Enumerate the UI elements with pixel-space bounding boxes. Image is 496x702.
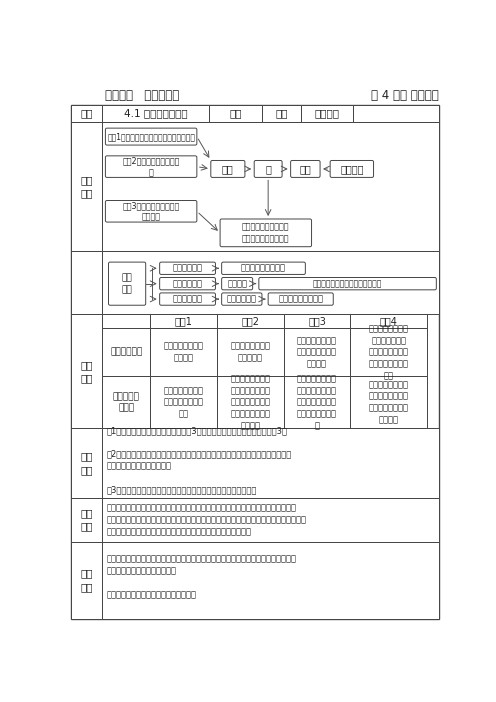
- Text: 物质: 物质: [300, 164, 311, 174]
- FancyBboxPatch shape: [105, 156, 197, 178]
- Bar: [284, 329, 350, 376]
- Bar: [71, 314, 102, 428]
- Text: 学生能在教师辅导
下关注他人观点并
进行回应，但不能
形成往复式评价交
流: 学生能在教师辅导 下关注他人观点并 进行回应，但不能 形成往复式评价交 流: [297, 374, 337, 430]
- Text: 物态变化与温度有关: 物态变化与温度有关: [241, 264, 286, 273]
- Bar: [217, 314, 284, 329]
- Text: 运用科学的方法观察水的形态变化: 运用科学的方法观察水的形态变化: [313, 279, 382, 288]
- Text: 课堂互动的
自发性: 课堂互动的 自发性: [113, 392, 140, 413]
- Bar: [102, 122, 439, 251]
- Bar: [284, 314, 350, 329]
- Text: 以对自然现象的描
述为解释: 以对自然现象的描 述为解释: [164, 342, 204, 363]
- Text: 所给的解释为建立
在证据的基础上的
合理想象: 所给的解释为建立 在证据的基础上的 合理想象: [297, 336, 337, 369]
- Bar: [353, 105, 439, 122]
- Text: 内容
分析: 内容 分析: [80, 175, 93, 198]
- FancyBboxPatch shape: [268, 293, 333, 305]
- Bar: [284, 376, 350, 428]
- Bar: [350, 329, 427, 376]
- Text: 学生会在教师辅助
下参与教师发起的
讨论，表达自己的
观点，但不回应他
人的观点: 学生会在教师辅助 下参与教师发起的 讨论，表达自己的 观点，但不回应他 人的观点: [230, 374, 270, 430]
- Bar: [102, 376, 150, 428]
- Text: 水平2: 水平2: [242, 317, 259, 326]
- Text: 活动1：我预测：水的物态变化与温度有关: 活动1：我预测：水的物态变化与温度有关: [107, 132, 195, 141]
- Bar: [71, 251, 102, 314]
- Bar: [102, 498, 439, 542]
- Text: 运用加热的方法知道水
的物态变化与温度有关: 运用加热的方法知道水 的物态变化与温度有关: [242, 223, 290, 244]
- Text: 4.1 温度与水的变化: 4.1 温度与水的变化: [124, 109, 187, 119]
- Bar: [262, 105, 301, 122]
- FancyBboxPatch shape: [160, 262, 215, 274]
- Text: （1）高段学生解释建构能力处于水平3，学生课堂互动自发性初步处于水平3；

（2）对于物态变化与温度有关，高段学生有一定的迷惑，更对于加热水造成物态变
化，并没: （1）高段学生解释建构能力处于水平3，学生课堂互动自发性初步处于水平3； （2）…: [107, 426, 292, 494]
- FancyBboxPatch shape: [291, 161, 320, 178]
- Bar: [350, 314, 427, 329]
- Text: 物质
世界: 物质 世界: [122, 273, 132, 294]
- FancyBboxPatch shape: [254, 161, 282, 178]
- Text: 小学科学   五年级下册: 小学科学 五年级下册: [105, 88, 179, 102]
- Text: 解释建构能力: 解释建构能力: [110, 347, 142, 357]
- Bar: [301, 105, 353, 122]
- Text: 通过持续加热和停止加热，记录水沸腾后的温度变化和形态变化，用证据来检验自己的
假设；与同学交流探究的过程与结论。能够基于所学的知识对研究问题做出假设，说明假设
: 通过持续加热和停止加热，记录水沸腾后的温度变化和形态变化，用证据来检验自己的 假…: [107, 503, 307, 536]
- FancyBboxPatch shape: [105, 201, 197, 222]
- Text: 第 4 单元 主题：热: 第 4 单元 主题：热: [371, 88, 438, 102]
- Text: 活动3：我探究：水的形态
变化实验: 活动3：我探究：水的形态 变化实验: [123, 201, 180, 222]
- Text: 所给的解释为不合
理由的猜测: 所给的解释为不合 理由的猜测: [230, 342, 270, 363]
- Text: 学生
分析: 学生 分析: [80, 451, 93, 475]
- Bar: [150, 376, 217, 428]
- Text: 科学知识目标: 科学知识目标: [173, 264, 202, 273]
- Bar: [102, 542, 439, 618]
- Text: 水: 水: [265, 164, 271, 174]
- Bar: [102, 329, 150, 376]
- FancyBboxPatch shape: [259, 277, 436, 290]
- Bar: [217, 329, 284, 376]
- Bar: [102, 428, 439, 498]
- Bar: [71, 105, 102, 122]
- FancyBboxPatch shape: [222, 262, 306, 274]
- Bar: [209, 105, 262, 122]
- Bar: [150, 314, 217, 329]
- Text: 水平4: 水平4: [380, 317, 398, 326]
- FancyBboxPatch shape: [160, 293, 215, 305]
- FancyBboxPatch shape: [109, 262, 146, 305]
- Bar: [102, 314, 150, 329]
- Text: 课前
准备: 课前 准备: [80, 569, 93, 592]
- FancyBboxPatch shape: [160, 277, 215, 290]
- Text: 标准
分析: 标准 分析: [80, 360, 93, 383]
- FancyBboxPatch shape: [222, 293, 262, 305]
- Text: 学生：烧杯、酒精灯、火柴、石棉网、温度计、铁架台、温度计夹子、热水、护目镜、
湿布、记录表、学生活动手册。

教师：水在自然环境中存在的课件资料。: 学生：烧杯、酒精灯、火柴、石棉网、温度计、铁架台、温度计夹子、热水、护目镜、 湿…: [107, 555, 297, 600]
- Text: 水平3: 水平3: [308, 317, 326, 326]
- FancyBboxPatch shape: [220, 219, 311, 246]
- Bar: [71, 542, 102, 618]
- Bar: [150, 329, 217, 376]
- FancyBboxPatch shape: [211, 161, 245, 178]
- FancyBboxPatch shape: [105, 128, 197, 145]
- Text: 不仅能基于证据和
合理想象建构解
释，还能根据新证
据不断修正和发展
解释: 不仅能基于证据和 合理想象建构解 释，还能根据新证 据不断修正和发展 解释: [369, 324, 409, 380]
- Text: 科学态度目标: 科学态度目标: [173, 295, 202, 303]
- Text: 能综合给出多方面
证据对观点进行辩
护，或对相反观点
进行驳斥: 能综合给出多方面 证据对观点进行辩 护，或对相反观点 进行驳斥: [369, 380, 409, 425]
- Text: 合作交流: 合作交流: [227, 279, 247, 288]
- Text: 水平1: 水平1: [175, 317, 192, 326]
- Text: 愿意倾听，乐于表达: 愿意倾听，乐于表达: [278, 295, 323, 303]
- Text: 师生: 师生: [229, 109, 242, 119]
- Text: 科学探究目标: 科学探究目标: [173, 279, 202, 288]
- Text: 温度: 温度: [222, 164, 234, 174]
- Bar: [217, 376, 284, 428]
- Text: 学习
目标: 学习 目标: [80, 508, 93, 531]
- Bar: [350, 376, 427, 428]
- FancyBboxPatch shape: [222, 277, 252, 290]
- Text: 活动2：我设计：加热水实
验: 活动2：我设计：加热水实 验: [123, 157, 180, 177]
- Text: 教师希望发起课堂
讨论，但学生少有
响应: 教师希望发起课堂 讨论，但学生少有 响应: [164, 386, 204, 418]
- Bar: [102, 251, 439, 314]
- Text: 上课时间: 上课时间: [314, 109, 340, 119]
- Bar: [102, 105, 209, 122]
- FancyBboxPatch shape: [330, 161, 373, 178]
- Bar: [71, 498, 102, 542]
- Bar: [71, 122, 102, 251]
- Text: 课题: 课题: [80, 109, 93, 119]
- Text: 物质世界: 物质世界: [340, 164, 364, 174]
- Text: 表现探究兴趣: 表现探究兴趣: [227, 295, 257, 303]
- Text: 张晴: 张晴: [275, 109, 288, 119]
- Bar: [71, 428, 102, 498]
